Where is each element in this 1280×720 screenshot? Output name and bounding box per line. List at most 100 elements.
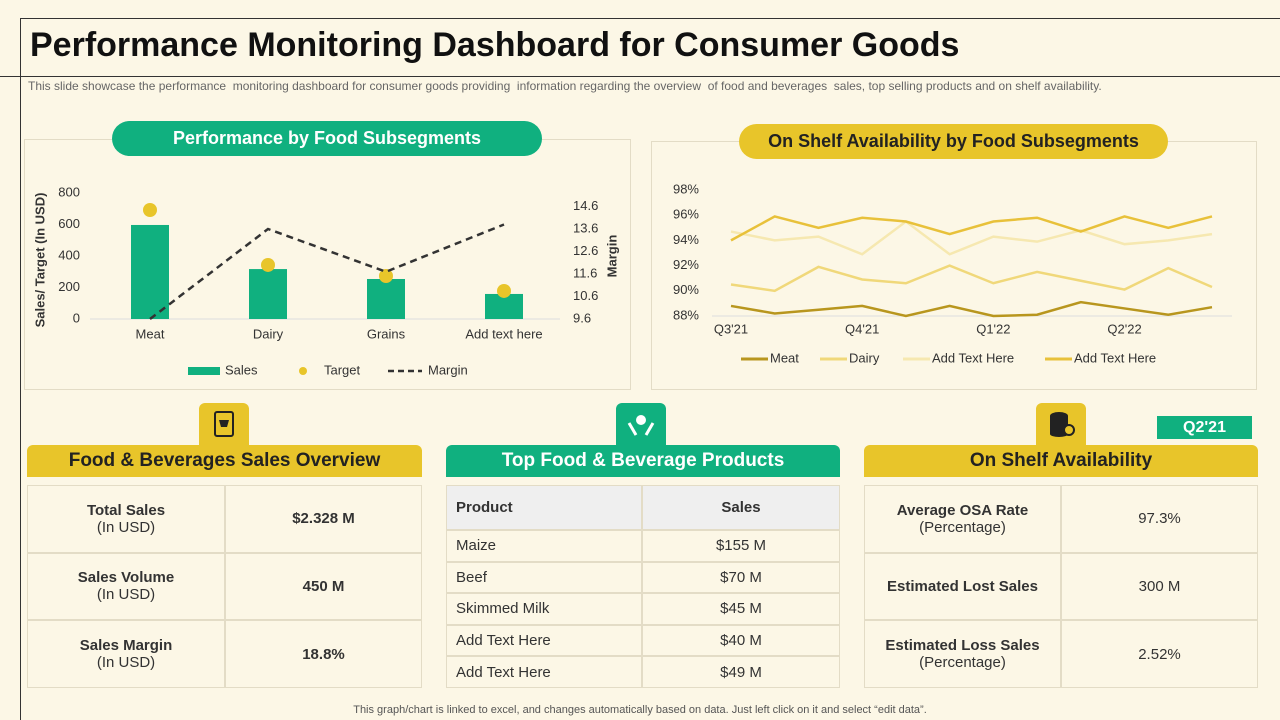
legend-label: Add Text Here: [1074, 350, 1156, 365]
legend-label: Sales: [225, 362, 258, 377]
cart-icon: [214, 411, 234, 437]
column-header: Product: [446, 485, 642, 530]
bar: [367, 278, 405, 319]
table-cell: Add Text Here: [446, 656, 642, 688]
row-sublabel: (In USD): [96, 586, 156, 604]
row-label: Average OSA Rate: [896, 501, 1029, 519]
legend-label: Margin: [428, 362, 468, 377]
cell-text: $70 M: [720, 568, 762, 586]
value-cell: 97.3%: [1061, 485, 1258, 553]
cell-text: Add Text Here: [456, 632, 551, 650]
chart-title: Performance by Food Subsegments: [112, 121, 542, 156]
legend-label: Target: [324, 362, 361, 377]
x-tick-label: Q4'21: [845, 321, 879, 336]
y-axis-label: Sales/ Target (In USD): [32, 193, 47, 328]
frame-line: [20, 18, 1280, 19]
label-cell: Average OSA Rate (Percentage): [864, 485, 1061, 553]
x-tick-label: Add text here: [465, 326, 542, 341]
section-header: Top Food & Beverage Products: [446, 445, 840, 477]
icon: [1036, 403, 1086, 445]
row-label: Estimated Loss Sales: [885, 637, 1040, 655]
series-line: [730, 215, 1213, 242]
x-tick-label: Grains: [367, 326, 406, 341]
bar: [131, 224, 169, 319]
table-cell: $40 M: [642, 624, 840, 657]
y2-tick-label: 10.6: [573, 288, 598, 303]
target-dot: [143, 203, 157, 218]
series-line: [730, 264, 1213, 293]
label-cell: Estimated Loss Sales (Percentage): [864, 620, 1061, 688]
cell-text: $45 M: [720, 600, 762, 618]
legend-swatch: [188, 367, 220, 375]
value-cell: 2.52%: [1061, 620, 1258, 688]
value-cell: $2.328 M: [225, 485, 422, 553]
series-line: [730, 300, 1213, 318]
label-cell: Estimated Lost Sales: [864, 552, 1061, 621]
row-label: Estimated Lost Sales: [887, 577, 1038, 595]
row-value: 2.52%: [1138, 645, 1181, 663]
y-tick-label: 400: [58, 247, 80, 262]
row-sublabel: (In USD): [96, 654, 156, 672]
y-tick-label: 94%: [673, 232, 699, 247]
section-header: On Shelf Availability: [864, 445, 1258, 477]
y-tick-label: 90%: [673, 282, 699, 297]
table-cell: Beef: [446, 561, 642, 594]
cell-text: $155 M: [715, 537, 767, 555]
y-tick-label: 600: [58, 216, 80, 231]
legend-label: Meat: [770, 350, 799, 365]
y2-tick-label: 11.6: [573, 265, 597, 280]
table-cell: $70 M: [642, 561, 840, 594]
value-cell: 300 M: [1061, 552, 1258, 621]
y2-axis-label: Margin: [604, 235, 619, 278]
y2-tick-label: 13.6: [573, 220, 598, 235]
y2-tick-label: 9.6: [573, 310, 591, 325]
icon: [616, 403, 666, 445]
row-label: Total Sales: [86, 501, 166, 519]
label-cell: Sales Volume (In USD): [27, 552, 225, 621]
bar: [249, 269, 287, 319]
value-cell: 450 M: [225, 552, 422, 621]
row-sublabel: (Percentage): [919, 654, 1006, 672]
row-value: 450 M: [302, 577, 345, 595]
footer: This graph/chart is linked to excel, and…: [353, 704, 927, 716]
badge: Q2'21: [1157, 416, 1252, 439]
y-tick-label: 0: [73, 310, 80, 325]
subtitle: This slide showcase the performance moni…: [28, 79, 1102, 93]
cell-text: $49 M: [720, 663, 762, 681]
cell-text: Beef: [456, 568, 487, 586]
row-label: Sales Volume: [77, 569, 175, 587]
x-tick-label: Q1'22: [976, 321, 1010, 336]
row-sublabel: (In USD): [96, 518, 156, 536]
y-tick-label: 800: [58, 184, 80, 199]
x-tick-label: Meat: [136, 326, 165, 341]
label-cell: Sales Margin (In USD): [27, 620, 225, 688]
table-cell: $155 M: [642, 530, 840, 562]
column-header: Sales: [642, 485, 840, 530]
cell-text: Skimmed Milk: [456, 600, 550, 618]
y2-tick-label: 14.6: [573, 198, 598, 213]
y-tick-label: 96%: [673, 207, 699, 222]
table-cell: Maize: [446, 530, 642, 562]
y-tick-label: 92%: [673, 257, 699, 272]
table-cell: $49 M: [642, 656, 840, 688]
icon: [199, 403, 249, 445]
legend-label: Add Text Here: [932, 350, 1014, 365]
cell-text: $40 M: [720, 632, 762, 650]
frame-line: [20, 18, 21, 720]
y-tick-label: 88%: [673, 307, 699, 322]
table-cell: $45 M: [642, 593, 840, 625]
cell-text: Maize: [456, 537, 497, 555]
cell-text: Add Text Here: [456, 663, 551, 681]
y-tick-label: 98%: [673, 181, 699, 196]
header-text: Product: [456, 499, 513, 516]
chart-title: On Shelf Availability by Food Subsegment…: [739, 124, 1168, 159]
legend-swatch: [299, 367, 307, 375]
target-dot: [379, 269, 393, 284]
table-cell: Add Text Here: [446, 624, 642, 657]
header-text: Sales: [721, 499, 761, 516]
x-tick-label: Q3'21: [714, 321, 748, 336]
target-dot: [497, 283, 511, 298]
y2-tick-label: 12.6: [573, 243, 598, 258]
